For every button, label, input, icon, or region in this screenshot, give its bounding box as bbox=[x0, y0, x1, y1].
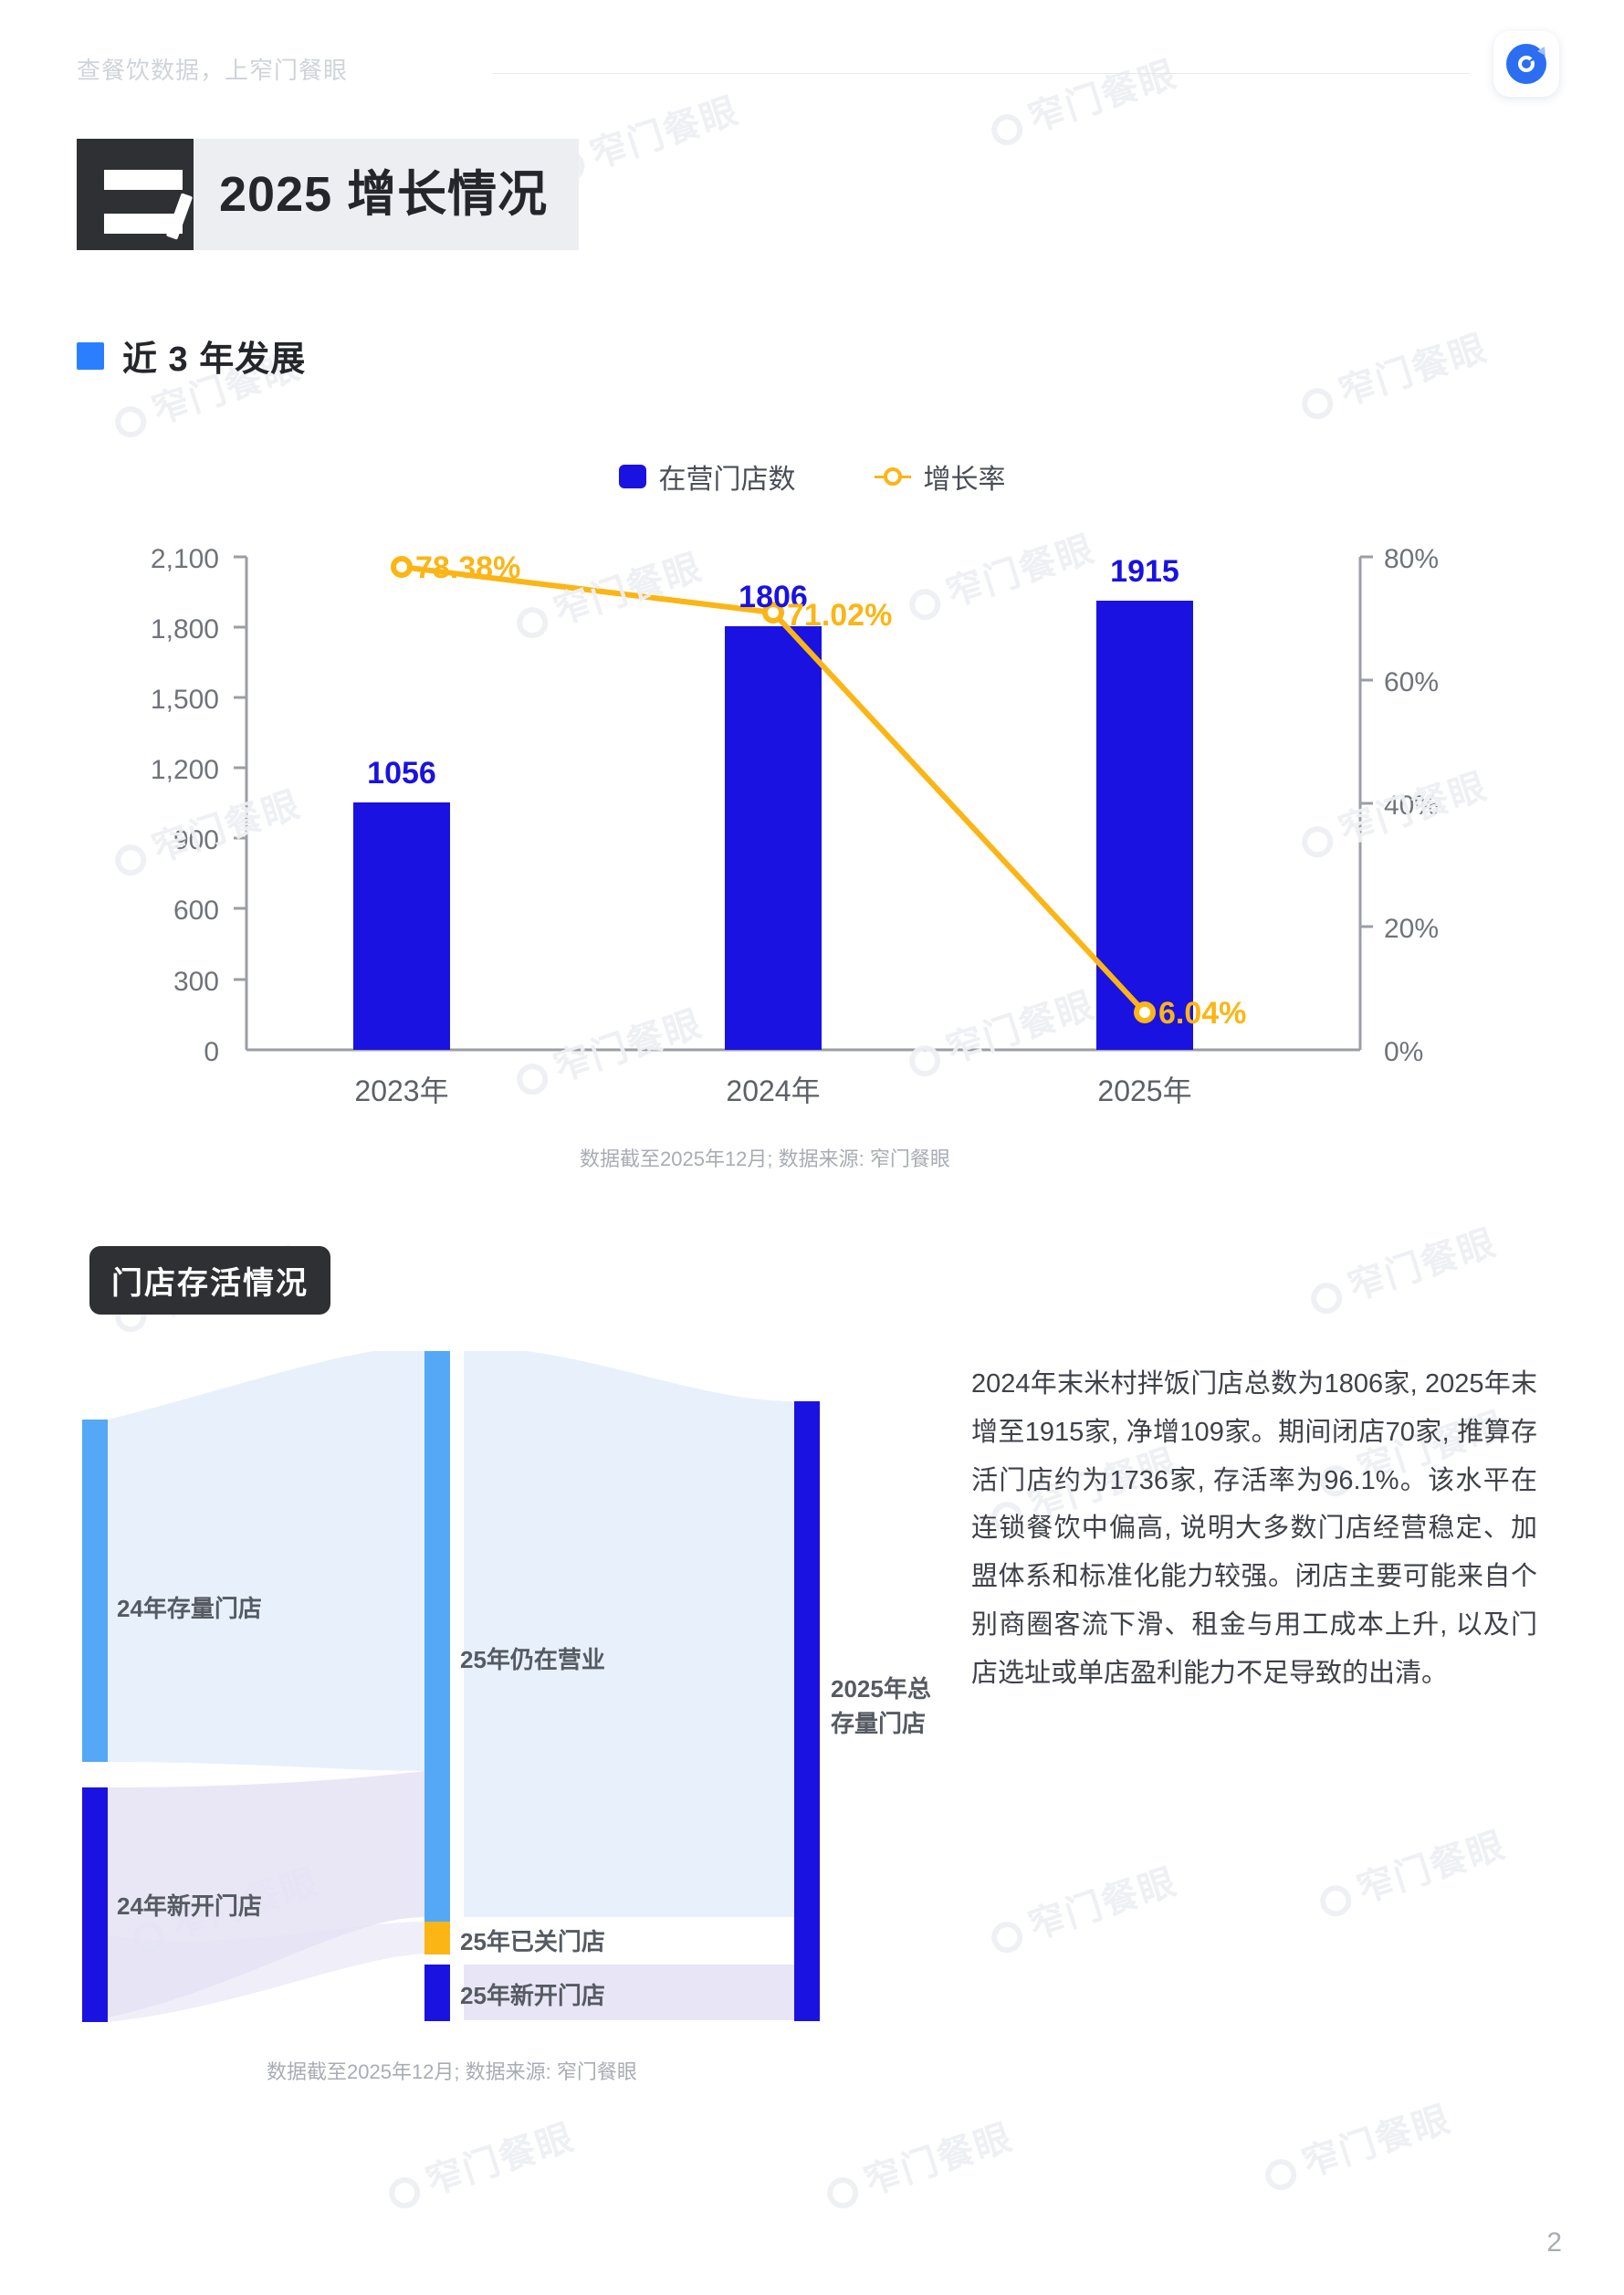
y-tick-left: 900 bbox=[173, 825, 219, 855]
page-title: 2025 增长情况 bbox=[219, 167, 549, 222]
legend-item-growth[interactable]: 增长率 bbox=[874, 456, 1006, 497]
flow-stock-to-open bbox=[108, 1351, 424, 1771]
y-tick-left: 300 bbox=[173, 967, 219, 997]
section-title-background: 2025 增长情况 bbox=[194, 139, 580, 250]
target-logo-icon bbox=[1493, 31, 1559, 97]
y-tick-left: 600 bbox=[173, 896, 219, 926]
y-tick-right: 0% bbox=[1384, 1037, 1423, 1067]
flow-new25-to-total bbox=[464, 1965, 794, 2020]
sankey-label-25-new: 25年新开门店 bbox=[460, 1982, 605, 2009]
legend-label-stores: 在营门店数 bbox=[658, 465, 796, 495]
y-tick-right: 40% bbox=[1384, 791, 1439, 821]
flow-open-to-total bbox=[464, 1351, 794, 1917]
node-24-stock bbox=[82, 1420, 108, 1762]
y-tick-right: 80% bbox=[1384, 544, 1439, 574]
node-2025-total bbox=[794, 1401, 820, 2021]
x-tick-2025: 2025年 bbox=[1097, 1074, 1191, 1107]
bullet-square-icon bbox=[77, 341, 104, 370]
legend-item-stores[interactable]: 在营门店数 bbox=[618, 456, 796, 497]
page-number: 2 bbox=[1546, 2227, 1562, 2258]
sankey-label-24-stock: 24年存量门店 bbox=[117, 1595, 262, 1622]
bar-label-2025: 1915 bbox=[1110, 554, 1179, 589]
sankey-label-24-new: 24年新开门店 bbox=[117, 1892, 262, 1920]
bar-2024 bbox=[725, 626, 822, 1050]
section-number-badge bbox=[77, 139, 194, 250]
node-25-closed bbox=[424, 1922, 450, 1954]
watermark-text: 窄门餐眼 bbox=[1352, 1825, 1511, 1911]
brand-tagline: 查餐饮数据，上窄门餐眼 bbox=[77, 57, 349, 84]
store-survival-sankey: 24年存量门店 24年新开门店 25年仍在营业 25年已关门店 25年新开门店 … bbox=[73, 1351, 931, 2027]
line-label-2023: 78.38% bbox=[415, 550, 520, 585]
bar-2023 bbox=[353, 802, 450, 1050]
line-label-2025: 6.04% bbox=[1158, 996, 1246, 1031]
watermark-text: 窄门餐眼 bbox=[1023, 1861, 1182, 1947]
node-24-new bbox=[82, 1787, 108, 2022]
chart-legend: 在营门店数 增长率 bbox=[0, 456, 1624, 497]
y-tick-right: 20% bbox=[1384, 914, 1439, 944]
header-divider bbox=[493, 73, 1470, 74]
sankey-label-25-open: 25年仍在营业 bbox=[460, 1646, 605, 1673]
x-tick-2024: 2024年 bbox=[726, 1074, 820, 1107]
survival-section-pill: 门店存活情况 bbox=[89, 1246, 330, 1315]
survival-paragraph: 2024年末米村拌饭门店总数为1806家, 2025年末增至1915家, 净增1… bbox=[971, 1369, 1537, 1688]
watermark-text: 窄门餐眼 bbox=[421, 2117, 580, 2203]
x-tick-2023: 2023年 bbox=[354, 1074, 448, 1107]
sankey-label-25-closed: 25年已关门店 bbox=[460, 1928, 605, 1955]
legend-label-growth: 增长率 bbox=[923, 465, 1006, 495]
watermark-text: 窄门餐眼 bbox=[1334, 328, 1493, 414]
watermark-text: 窄门餐眼 bbox=[859, 2117, 1018, 2203]
node-25-new bbox=[424, 1965, 450, 2021]
bar-label-2024: 1806 bbox=[739, 580, 808, 614]
flow-new24-to-closed bbox=[108, 1922, 424, 2022]
node-25-open bbox=[424, 1351, 450, 1922]
legend-swatch-line bbox=[874, 465, 911, 488]
y-tick-left: 1,800 bbox=[151, 614, 219, 644]
y-tick-left: 1,500 bbox=[151, 685, 219, 715]
y-tick-right: 60% bbox=[1384, 667, 1439, 697]
y-tick-left: 1,200 bbox=[151, 755, 219, 785]
chart-plot-area: 2,100 1,800 1,500 1,200 900 600 300 0 80… bbox=[0, 429, 1624, 1342]
bar-label-2023: 1056 bbox=[367, 756, 436, 791]
subsection-heading: 近 3 年发展 bbox=[77, 330, 306, 381]
subsection-title: 近 3 年发展 bbox=[122, 341, 307, 379]
survival-section-title: 门店存活情况 bbox=[111, 1266, 309, 1301]
sankey-source-note: 数据截至2025年12月; 数据来源: 窄门餐眼 bbox=[267, 2060, 637, 2083]
sankey-label-2025-total: 2025年总存量门店 bbox=[831, 1675, 931, 1737]
watermark-text: 窄门餐眼 bbox=[1297, 2099, 1456, 2185]
page-header: 查餐饮数据，上窄门餐眼 bbox=[0, 0, 1624, 110]
section-title-block: 2025 增长情况 bbox=[77, 139, 580, 250]
y-tick-left: 0 bbox=[204, 1037, 219, 1067]
legend-swatch-bar bbox=[618, 465, 646, 488]
chart-source-note: 数据截至2025年12月; 数据来源: 窄门餐眼 bbox=[580, 1148, 950, 1170]
y-tick-left: 2,100 bbox=[151, 544, 219, 574]
growth-chart: 在营门店数 增长率 bbox=[0, 429, 1624, 730]
line-label-2024: 71.02% bbox=[787, 598, 892, 633]
